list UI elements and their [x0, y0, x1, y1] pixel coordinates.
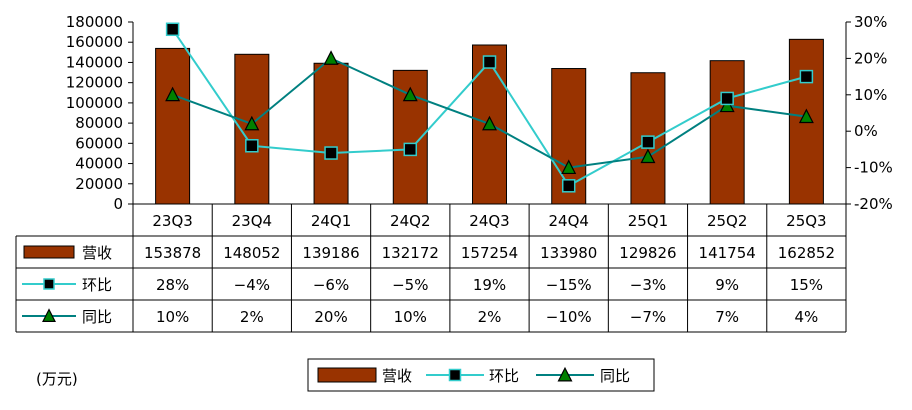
- right-tick-label: 10%: [854, 86, 887, 104]
- yoy-marker-24Q2: [402, 86, 418, 102]
- yoy-marker-24Q4: [561, 159, 577, 175]
- table-cell-revenue: 133980: [540, 244, 597, 262]
- left-tick-label: 160000: [66, 33, 123, 51]
- category-label-25Q3: 25Q3: [786, 212, 826, 230]
- yoy-marker-24Q3: [482, 115, 497, 131]
- mom-marker-24Q3: [482, 55, 497, 69]
- table-cell-mom: 15%: [790, 276, 823, 294]
- legend-yoy-label: 同比: [600, 367, 630, 385]
- table-cell-mom: −6%: [313, 276, 349, 294]
- mom-marker-23Q3: [165, 22, 180, 37]
- left-tick-label: 0: [113, 195, 123, 213]
- category-label-25Q2: 25Q2: [707, 212, 747, 230]
- table-cell-yoy: 4%: [794, 308, 818, 326]
- table-cell-mom: −4%: [234, 276, 270, 294]
- table-cell-mom: 9%: [715, 276, 739, 294]
- category-label-24Q3: 24Q3: [469, 212, 509, 230]
- left-tick-label: 140000: [66, 53, 123, 71]
- table-cell-yoy: 20%: [314, 308, 347, 326]
- table-cell-mom: −5%: [392, 276, 428, 294]
- right-tick-label: 0%: [854, 122, 878, 140]
- table-legend-revenue-swatch: [23, 245, 75, 259]
- left-tick-label: 100000: [66, 94, 123, 112]
- yoy-marker-23Q4: [244, 115, 260, 131]
- mom-marker-23Q4: [245, 139, 259, 153]
- revenue-bar-24Q1: [313, 62, 349, 205]
- category-label-23Q4: 23Q4: [232, 212, 272, 230]
- category-label-24Q4: 24Q4: [549, 212, 589, 230]
- mom-marker-24Q2: [403, 142, 418, 157]
- unit-label: (万元): [36, 370, 78, 388]
- yoy-marker-24Q1: [323, 50, 339, 65]
- table-cell-revenue: 148052: [223, 244, 280, 262]
- table-cell-revenue: 157254: [461, 244, 518, 262]
- revenue-bar-23Q3: [155, 47, 191, 205]
- right-tick-label: -10%: [854, 159, 893, 177]
- category-label-24Q2: 24Q2: [390, 212, 430, 230]
- table-cell-revenue: 132172: [382, 244, 439, 262]
- table-cell-revenue: 139186: [302, 244, 359, 262]
- table-legend-mom-marker: [43, 278, 55, 290]
- table-cell-yoy: 2%: [478, 308, 502, 326]
- yoy-marker-25Q2: [719, 97, 735, 113]
- table-cell-revenue: 129826: [619, 244, 676, 262]
- left-tick-label: 80000: [75, 114, 123, 132]
- yoy-marker-25Q3: [798, 108, 814, 124]
- table-cell-revenue: 141754: [699, 244, 756, 262]
- table-cell-mom: −15%: [546, 276, 592, 294]
- table-header-revenue: 营收: [82, 244, 112, 262]
- table-cell-mom: −3%: [630, 276, 666, 294]
- table-cell-yoy: 2%: [240, 308, 264, 326]
- mom-marker-25Q3: [799, 69, 814, 84]
- category-label-25Q1: 25Q1: [628, 212, 668, 230]
- legend-mom-marker: [448, 368, 462, 382]
- legend-yoy-marker: [557, 366, 573, 382]
- table-cell-revenue: 162852: [778, 244, 835, 262]
- mom-marker-25Q1: [641, 135, 655, 149]
- left-tick-label: 180000: [66, 13, 123, 31]
- category-label-23Q3: 23Q3: [152, 212, 192, 230]
- table-cell-yoy: 7%: [715, 308, 739, 326]
- mom-marker-24Q4: [561, 179, 576, 193]
- left-tick-label: 40000: [75, 155, 123, 173]
- table-header-yoy: 同比: [82, 308, 112, 326]
- table-cell-yoy: −7%: [630, 308, 666, 326]
- table-cell-mom: 28%: [156, 276, 189, 294]
- table-cell-yoy: 10%: [394, 308, 427, 326]
- table-header-mom: 环比: [82, 276, 112, 294]
- legend-revenue-swatch: [317, 367, 377, 383]
- legend-revenue-label: 营收: [382, 367, 412, 385]
- left-tick-label: 20000: [75, 175, 123, 193]
- left-tick-label: 120000: [66, 74, 123, 92]
- left-tick-label: 60000: [75, 134, 123, 152]
- table-legend-yoy-marker: [42, 308, 56, 322]
- mom-marker-24Q1: [324, 146, 338, 160]
- category-label-24Q1: 24Q1: [311, 212, 351, 230]
- table-cell-yoy: −10%: [546, 308, 592, 326]
- right-tick-label: -20%: [854, 195, 893, 213]
- mom-marker-25Q2: [720, 91, 734, 106]
- right-tick-label: 20%: [854, 49, 887, 67]
- table-cell-yoy: 10%: [156, 308, 189, 326]
- yoy-marker-25Q1: [640, 148, 656, 164]
- table-cell-revenue: 153878: [144, 244, 201, 262]
- legend-mom-label: 环比: [489, 367, 519, 385]
- revenue-bar-25Q2: [709, 60, 745, 205]
- table-cell-mom: 19%: [473, 276, 506, 294]
- right-tick-label: 30%: [854, 13, 887, 31]
- yoy-marker-23Q3: [165, 86, 181, 102]
